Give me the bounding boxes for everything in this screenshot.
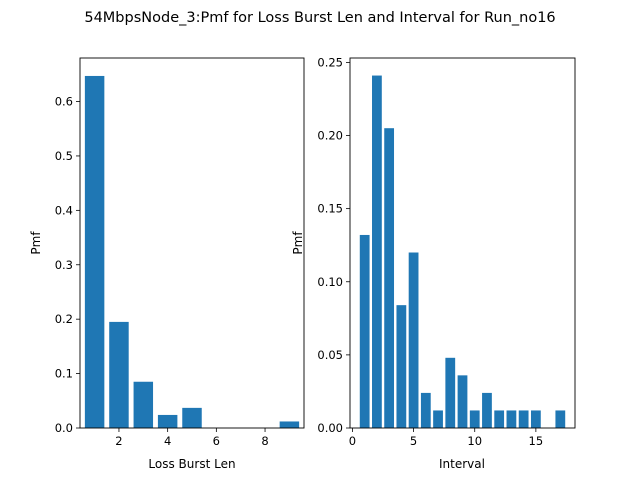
y-tick-label: 0.20 <box>317 129 343 143</box>
y-tick-label: 0.0 <box>55 421 73 435</box>
bar-8 <box>445 357 456 428</box>
bar-2 <box>372 75 382 428</box>
y-axis-label: Pmf <box>29 231 43 255</box>
y-tick-label: 0.15 <box>317 202 343 216</box>
y-tick-label: 0.25 <box>317 55 343 69</box>
bar-12 <box>494 410 505 428</box>
y-ticks: 0.00 0.05 0.10 0.15 0.20 0.25 <box>317 55 350 435</box>
plot-frame <box>79 57 305 429</box>
y-ticks: 0.0 0.1 0.2 0.3 0.4 0.5 0.6 <box>55 95 80 435</box>
bar-13 <box>506 410 517 428</box>
plot-loss-burst-len: 2 4 6 8 0.0 0.1 0.2 0.3 0.4 0.5 0.6 Loss Burst Le… <box>29 57 305 471</box>
bar-2 <box>109 321 129 428</box>
x-tick-label: 4 <box>164 434 171 448</box>
y-axis-label: Pmf <box>291 231 305 255</box>
x-ticks: 0 5 10 15 <box>349 428 543 448</box>
bar-4 <box>157 414 178 428</box>
x-tick-label: 6 <box>213 434 220 448</box>
x-tick-label: 2 <box>115 434 122 448</box>
bar-4 <box>396 305 407 428</box>
bar-7 <box>433 410 443 428</box>
plot-interval: 0 5 10 15 0.00 0.05 0.10 0.15 0.20 0.25 Interval… <box>291 55 576 471</box>
bar-9 <box>457 375 468 428</box>
bar-5 <box>182 407 202 428</box>
y-tick-label: 0.2 <box>55 312 73 326</box>
y-tick-label: 0.10 <box>317 275 343 289</box>
x-tick-label: 8 <box>261 434 268 448</box>
bar-9 <box>279 421 300 428</box>
x-ticks: 2 4 6 8 <box>115 428 269 448</box>
y-tick-label: 0.5 <box>55 149 73 163</box>
y-tick-label: 0.3 <box>55 258 73 272</box>
y-tick-label: 0.4 <box>55 203 73 217</box>
bar-1 <box>359 234 370 428</box>
x-axis-label: Interval <box>439 457 485 471</box>
y-tick-label: 0.6 <box>55 95 73 109</box>
bar-3 <box>384 128 395 428</box>
bars <box>359 75 566 428</box>
y-tick-label: 0.00 <box>317 421 343 435</box>
x-tick-label: 10 <box>467 434 482 448</box>
x-tick-label: 5 <box>410 434 417 448</box>
bars <box>84 75 300 429</box>
y-tick-label: 0.1 <box>55 367 73 381</box>
bar-14 <box>518 410 529 428</box>
bar-11 <box>482 392 492 428</box>
bar-3 <box>133 381 154 428</box>
bar-15 <box>530 410 541 428</box>
bar-10 <box>469 410 480 428</box>
x-tick-label: 0 <box>349 434 356 448</box>
bar-1 <box>84 75 105 429</box>
x-axis-label: Loss Burst Len <box>148 457 235 471</box>
figure-title: 54MbpsNode_3:Pmf for Loss Burst Len and … <box>84 10 555 26</box>
x-tick-label: 15 <box>529 434 544 448</box>
plot-frame <box>349 57 576 429</box>
bar-17 <box>555 410 566 428</box>
bar-6 <box>420 392 431 428</box>
bar-5 <box>408 252 419 428</box>
y-tick-label: 0.05 <box>317 348 343 362</box>
